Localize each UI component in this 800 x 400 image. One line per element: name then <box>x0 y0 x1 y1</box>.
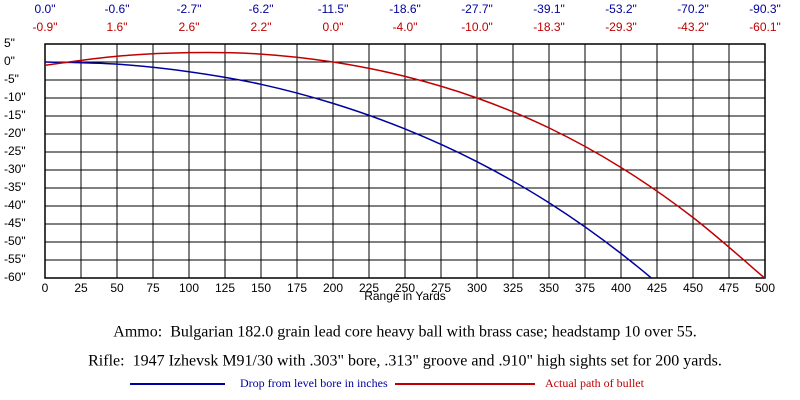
x-tick-label: 150 <box>251 281 271 295</box>
value-label: -4.0" <box>393 20 418 34</box>
y-tick-label: 0" <box>4 54 15 68</box>
x-tick-label: 425 <box>647 281 667 295</box>
caption: Ammo: Bulgarian 182.0 grain lead core he… <box>113 324 696 341</box>
x-tick-label: 250 <box>395 281 415 295</box>
value-label: -90.3" <box>749 2 781 16</box>
x-tick-label: 50 <box>110 281 124 295</box>
value-label: -39.1" <box>533 2 565 16</box>
value-label: -43.2" <box>677 20 709 34</box>
value-label: 0.0" <box>323 20 344 34</box>
y-tick-label: -55" <box>4 252 26 266</box>
y-tick-label: -5" <box>4 72 19 86</box>
x-tick-label: 75 <box>146 281 160 295</box>
x-axis-label: Range in Yards <box>364 289 446 303</box>
value-label: -11.5" <box>318 2 349 16</box>
x-tick-label: 375 <box>575 281 595 295</box>
value-label: -53.2" <box>605 2 637 16</box>
value-label: -18.3" <box>533 20 565 34</box>
y-tick-label: -50" <box>4 234 26 248</box>
x-tick-label: 475 <box>719 281 739 295</box>
legend-label: Actual path of bullet <box>545 376 645 390</box>
value-label: -2.7" <box>177 2 202 16</box>
value-label: 0.0" <box>35 2 56 16</box>
caption: Rifle: 1947 Izhevsk M91/30 with .303" bo… <box>88 353 722 370</box>
value-label: 2.2" <box>251 20 272 34</box>
value-label: -6.2" <box>249 2 274 16</box>
series-line <box>45 61 653 278</box>
x-tick-label: 400 <box>611 281 631 295</box>
x-tick-label: 200 <box>323 281 343 295</box>
y-tick-label: 5" <box>4 36 15 50</box>
value-label: -70.2" <box>677 2 709 16</box>
y-tick-label: -15" <box>4 108 26 122</box>
x-tick-label: 0 <box>42 281 49 295</box>
x-tick-label: 300 <box>467 281 487 295</box>
y-tick-label: -45" <box>4 216 26 230</box>
y-tick-label: -25" <box>4 144 26 158</box>
x-tick-label: 450 <box>683 281 703 295</box>
x-tick-label: 125 <box>215 281 235 295</box>
y-tick-label: -10" <box>4 90 26 104</box>
series-line <box>45 51 765 278</box>
x-tick-label: 325 <box>503 281 523 295</box>
x-tick-label: 175 <box>287 281 307 295</box>
value-label: -0.9" <box>33 20 58 34</box>
x-tick-label: 25 <box>74 281 88 295</box>
x-tick-label: 100 <box>179 281 199 295</box>
y-tick-label: -20" <box>4 126 26 140</box>
value-label: -18.6" <box>389 2 421 16</box>
x-tick-label: 225 <box>359 281 379 295</box>
x-tick-label: 275 <box>431 281 451 295</box>
y-tick-label: -40" <box>4 198 26 212</box>
legend-label: Drop from level bore in inches <box>240 376 388 390</box>
value-label: -27.7" <box>461 2 493 16</box>
x-tick-label: 350 <box>539 281 559 295</box>
value-label: -10.0" <box>461 20 493 34</box>
value-label: 1.6" <box>107 20 128 34</box>
plot-frame <box>44 43 766 279</box>
value-label: -60.1" <box>749 20 781 34</box>
value-label: -0.6" <box>105 2 130 16</box>
y-tick-label: -60" <box>4 270 26 284</box>
x-tick-label: 500 <box>755 281 775 295</box>
value-label: 2.6" <box>179 20 200 34</box>
value-label: -29.3" <box>605 20 637 34</box>
y-tick-label: -35" <box>4 180 26 194</box>
y-tick-label: -30" <box>4 162 26 176</box>
